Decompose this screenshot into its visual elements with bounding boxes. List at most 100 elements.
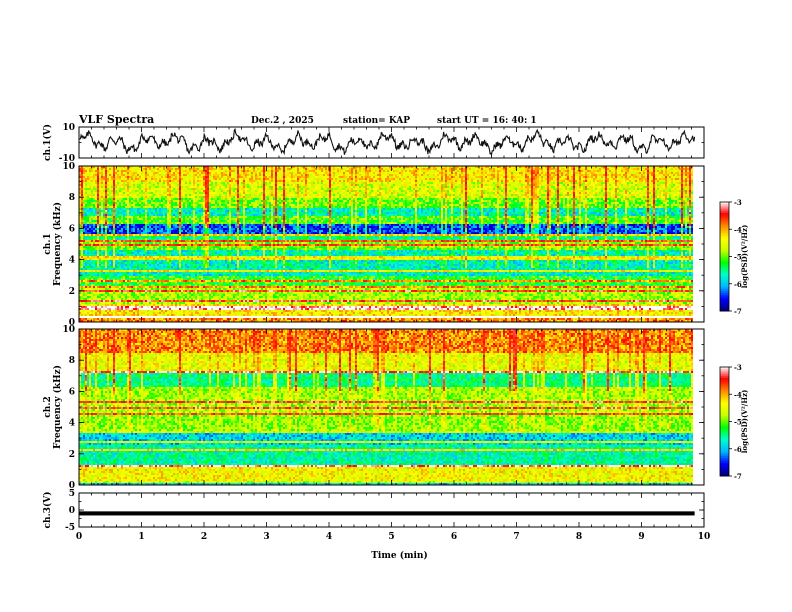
ch1-spectrogram-cell	[477, 170, 479, 172]
ch1-spectrogram-cell	[475, 170, 477, 172]
ch1-spectrogram-cell	[573, 168, 575, 170]
ch1-spectrogram-cell	[291, 170, 293, 172]
ch1-spectrogram-cell	[513, 170, 515, 172]
ch1-spectrogram-cell	[511, 170, 513, 172]
ch1-spectrogram-cell	[607, 168, 609, 170]
ch1-spectrogram-cell	[293, 170, 295, 172]
ch1-spectrogram-cell	[87, 168, 89, 170]
ch1-spectrogram-cell	[363, 168, 365, 170]
ch1-spectrogram-cell	[239, 170, 241, 172]
ch1-spectrogram-cell	[473, 168, 475, 170]
station-label: station= KAP	[343, 116, 410, 126]
ch1-spectrogram-cell	[211, 168, 213, 170]
ch1-spectrogram-cell	[501, 168, 503, 170]
ch1-spectrogram-cell	[145, 168, 147, 170]
ch1-spectrogram-cell	[169, 168, 171, 170]
ch1-spectrogram-cell	[95, 168, 97, 170]
ch1-spectrogram-cell	[447, 168, 449, 170]
ch1-spectrogram-cell	[161, 168, 163, 170]
ch1-spectrogram-heatmap	[79, 166, 693, 322]
ch1-spectrogram-cell	[645, 168, 647, 170]
ch1-spectrogram-cell	[87, 170, 89, 172]
ch1-spectrogram-cell	[485, 168, 487, 170]
ch1-spectrogram-cell	[301, 170, 303, 172]
ch1-spectrogram-cell	[575, 168, 577, 170]
ch1-waveform-panel: 10-10ch.1(V)	[42, 123, 704, 164]
ch1-spectrogram-cell	[637, 168, 639, 170]
ch1-spectrogram-cell	[121, 170, 123, 172]
ch1-spectrogram-cell	[307, 170, 309, 172]
ch1-spectrogram-cell	[99, 170, 101, 172]
ch1-spectrogram-cell	[227, 170, 229, 172]
ch1-spectrogram-cell	[333, 168, 335, 170]
ch1-spectrogram-cell	[115, 170, 117, 172]
ch1-spectrogram-cell	[423, 168, 425, 170]
ch1-spectrogram-cell	[533, 168, 535, 170]
ch1-spectrogram-cell	[509, 168, 511, 170]
ch1-spectrogram-cell	[323, 170, 325, 172]
ch1-spectrogram-cell	[405, 168, 407, 170]
ch1-spectrogram-cell	[119, 168, 121, 170]
ch1-spectrogram-cell	[183, 170, 185, 172]
ch1-spectrogram-cell	[269, 170, 271, 172]
ch1-spectrogram-cell	[123, 168, 125, 170]
ch1-spectrogram-cell	[297, 170, 299, 172]
ch1-spectrogram-cell	[165, 170, 167, 172]
ch1-spectrogram-cell	[311, 168, 313, 170]
ch1-spectrogram-cell	[199, 170, 201, 172]
ch1-spectrogram-cell	[169, 170, 171, 172]
ch1-spectrogram-cell	[181, 168, 183, 170]
ch1-spectrogram-cell	[189, 168, 191, 170]
ch1-spectrogram-cell	[151, 170, 153, 172]
ch1-spectrogram-cell	[207, 170, 209, 172]
ch1-spectrogram-cell	[173, 170, 175, 172]
ch1-spectrogram-cell	[235, 170, 237, 172]
ch1-spectrogram-cell	[275, 170, 277, 172]
ch1-spectrogram-cell	[585, 168, 587, 170]
ch1-spectrogram-cell	[397, 168, 399, 170]
ch1-spectrogram-cell	[289, 170, 291, 172]
ch1-spectrogram-cell	[503, 170, 505, 172]
ch1-spectrogram-cell	[119, 170, 121, 172]
ch1-spectrogram-cell	[417, 168, 419, 170]
ch1-spectrogram-cell	[369, 170, 371, 172]
ch1-spectrogram-cell	[269, 168, 271, 170]
ch1-spectrogram-cell	[367, 170, 369, 172]
ch1-spectrogram-cell	[325, 168, 327, 170]
ch1-spectrogram-cell	[305, 168, 307, 170]
ch1-spectrogram-cell	[561, 168, 563, 170]
ch1-spectrogram-cell	[481, 168, 483, 170]
ch1-spectrogram-cell	[435, 168, 437, 170]
ch1-spectrogram-cell	[143, 168, 145, 170]
ch1-spectrogram-cell	[125, 170, 127, 172]
ch1-spectrogram-cell	[259, 168, 261, 170]
ch1-spectrogram-cell	[261, 168, 263, 170]
ch1-spectrogram-cell	[339, 170, 341, 172]
ch1-spectrogram-cell	[345, 168, 347, 170]
ch1-spectrogram-cell	[89, 170, 91, 172]
ch1-spectrogram-cell	[109, 170, 111, 172]
ch1-spectrogram-cell	[461, 170, 463, 172]
ch1-spectrogram-cell	[313, 168, 315, 170]
ch1-spectrogram-cell	[105, 168, 107, 170]
ch1-spectrogram-cell	[363, 170, 365, 172]
ch1-spectrogram-cell	[129, 170, 131, 172]
ch1-spectrogram-cell	[211, 170, 213, 172]
ch1-spectrogram-cell	[431, 170, 433, 172]
ch1-spectrogram-cell	[251, 168, 253, 170]
ch1-spectrogram-cell	[237, 168, 239, 170]
ch1-spectrogram-cell	[649, 168, 651, 170]
ch1-spectrogram-cell	[271, 170, 273, 172]
ch1-spectrogram-cell	[393, 168, 395, 170]
ch1-spectrogram-cell	[639, 168, 641, 170]
ch1-spectrogram-cell	[473, 170, 475, 172]
ch1-spectrogram-cell	[487, 170, 489, 172]
ch1-spectrogram-cell	[133, 168, 135, 170]
ch1-spectrogram-cell	[341, 170, 343, 172]
ch1-spectrogram-cell	[121, 168, 123, 170]
ch1-spectrogram-cell	[239, 168, 241, 170]
ch1-spectrogram-cell	[379, 170, 381, 172]
ch1-spectrogram-cell	[267, 168, 269, 170]
ch1-spectrogram-cell	[463, 170, 465, 172]
ch1-spectrogram-cell	[633, 168, 635, 170]
